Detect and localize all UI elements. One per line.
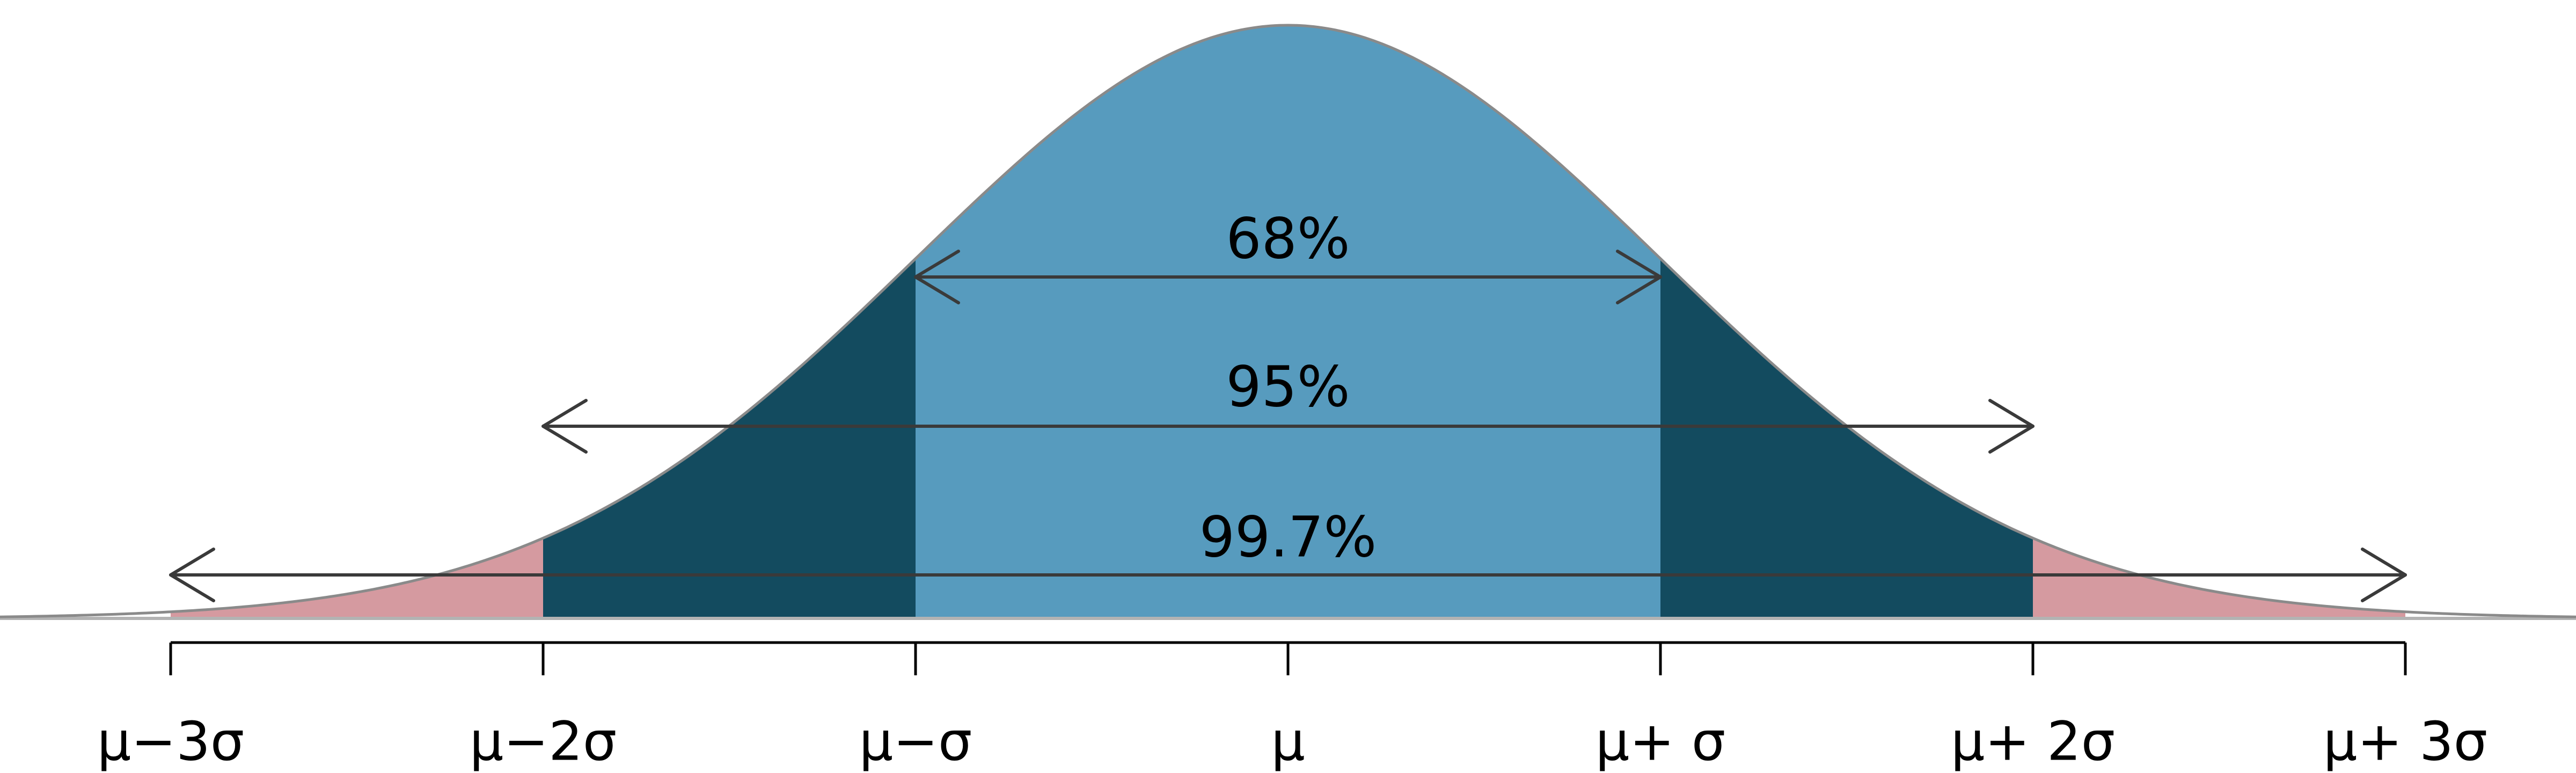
tick-label: μ−2σ	[470, 710, 617, 772]
band-0	[171, 538, 543, 618]
band-4	[2033, 538, 2405, 618]
range-label: 95%	[1226, 354, 1350, 419]
arrow-head-right	[1616, 250, 1662, 304]
tick-label: μ+ 3σ	[2323, 710, 2487, 772]
range-arrow-2sigma: 95%	[541, 354, 2035, 454]
arrow-head-left	[914, 250, 960, 304]
tick-label: μ+ 2σ	[1951, 710, 2115, 772]
tick-label: μ+ σ	[1596, 710, 1726, 772]
range-label: 68%	[1226, 206, 1350, 271]
range-arrow-3sigma: 99.7%	[169, 504, 2407, 602]
tick-label: μ	[1271, 710, 1305, 772]
range-label: 99.7%	[1199, 504, 1377, 570]
bell-curve	[0, 24, 2576, 618]
tick-label: μ−σ	[859, 710, 972, 772]
range-arrow-1sigma: 68%	[914, 206, 1662, 304]
arrow-head-right	[2361, 548, 2407, 602]
arrow-head-left	[541, 399, 588, 454]
arrow-head-left	[169, 548, 215, 602]
band-2	[916, 25, 1660, 618]
tick-label: μ−3σ	[97, 710, 244, 772]
sigma-axis: μ−3σ μ−2σ μ−σ μ μ+ σ μ+ 2σ μ+ 3σ	[97, 641, 2487, 772]
arrow-head-right	[1988, 399, 2035, 454]
range-arrows: 68% 95% 99.7%	[169, 206, 2407, 602]
